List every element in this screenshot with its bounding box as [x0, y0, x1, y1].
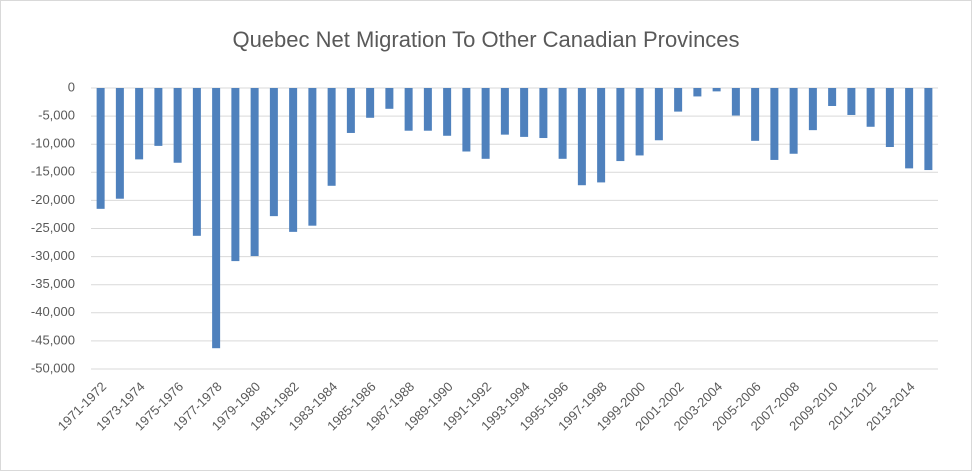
chart-title: Quebec Net Migration To Other Canadian P…: [232, 27, 739, 52]
y-tick-label: -35,000: [31, 276, 75, 291]
bar: [558, 88, 567, 159]
y-tick-label: -30,000: [31, 248, 75, 263]
bar: [597, 88, 606, 183]
bar: [308, 88, 317, 226]
bar: [905, 88, 914, 169]
bar: [693, 88, 702, 97]
bar: [423, 88, 432, 131]
y-tick-label: 0: [68, 79, 75, 94]
bar: [289, 88, 298, 232]
bar: [712, 88, 721, 92]
bar: [731, 88, 740, 116]
y-tick-label: -5,000: [38, 108, 75, 123]
bar: [500, 88, 509, 135]
bar: [346, 88, 355, 133]
bar: [96, 88, 105, 209]
bar: [789, 88, 798, 154]
y-tick-label: -45,000: [31, 332, 75, 347]
bar: [635, 88, 644, 156]
bar: [154, 88, 163, 146]
bar: [443, 88, 452, 136]
bar: [481, 88, 490, 159]
bar: [135, 88, 144, 160]
bar: [866, 88, 875, 127]
bar: [250, 88, 259, 257]
bar: [366, 88, 375, 118]
bar: [520, 88, 529, 137]
bar: [385, 88, 394, 109]
bar: [847, 88, 856, 115]
bar: [539, 88, 548, 139]
bar: [327, 88, 336, 186]
bar: [924, 88, 933, 171]
bar: [751, 88, 760, 141]
bar: [885, 88, 894, 148]
bar: [115, 88, 124, 199]
y-tick-label: -10,000: [31, 136, 75, 151]
bar: [212, 88, 221, 349]
bar: [192, 88, 201, 236]
y-tick-label: -25,000: [31, 220, 75, 235]
bar: [404, 88, 413, 131]
bar: [462, 88, 471, 152]
bar: [770, 88, 779, 160]
y-tick-label: -40,000: [31, 304, 75, 319]
bar: [231, 88, 240, 262]
bar: [828, 88, 837, 106]
bar: [173, 88, 182, 163]
bar: [269, 88, 278, 217]
bar: [808, 88, 817, 131]
y-tick-label: -20,000: [31, 192, 75, 207]
bar: [674, 88, 683, 112]
y-tick-label: -15,000: [31, 164, 75, 179]
y-tick-label: -50,000: [31, 360, 75, 375]
bar: [616, 88, 625, 162]
bar: [654, 88, 663, 141]
bar: [577, 88, 586, 186]
